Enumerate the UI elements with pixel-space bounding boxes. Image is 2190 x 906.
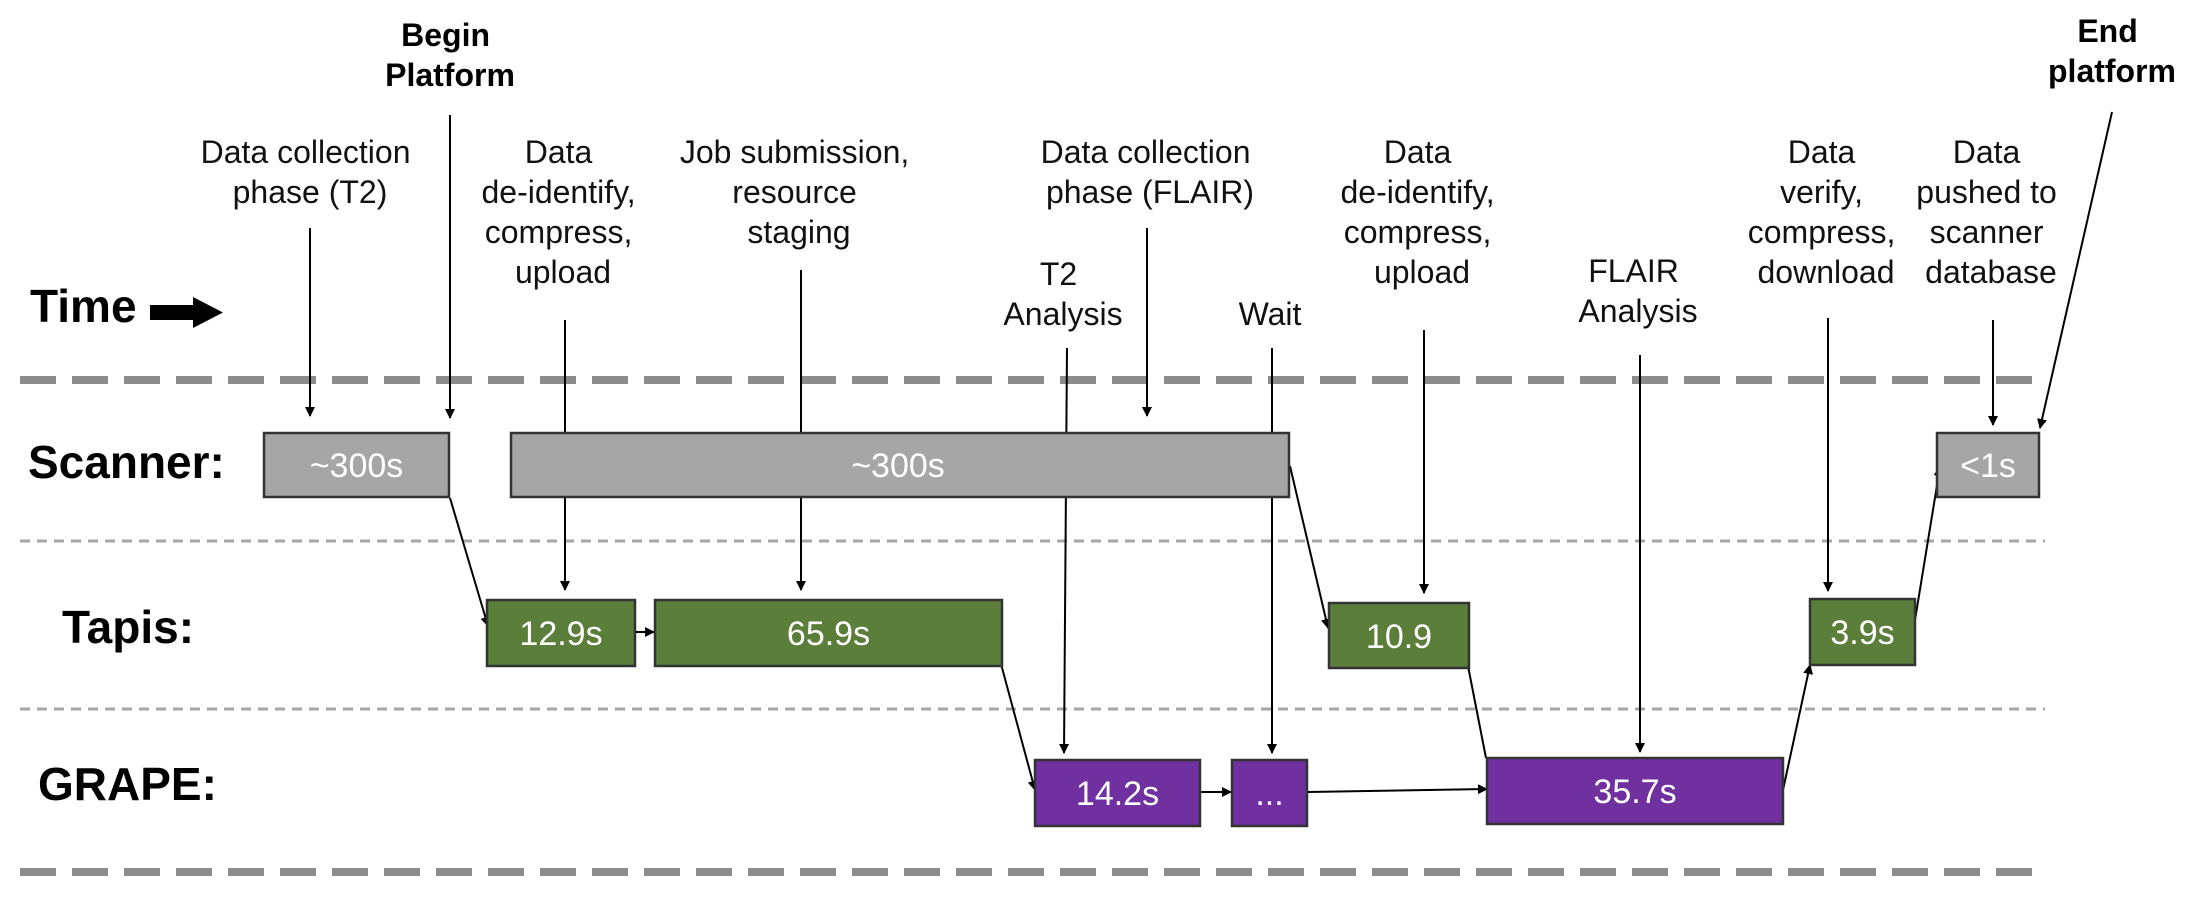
flow-job-to-grape-t2 xyxy=(1000,663,1038,791)
annotation-arrows xyxy=(305,111,2113,754)
annotation-data-collection-flair: Data collection phase (FLAIR) xyxy=(1041,134,1260,210)
annotation-deidentify-upload-1: Data de-identify, compress, upload xyxy=(481,134,644,290)
flow-wait-to-flair xyxy=(1307,784,1488,795)
grape-box-t2-analysis-label: 14.2s xyxy=(1076,775,1159,813)
row-label-grape: GRAPE: xyxy=(38,758,217,810)
tapis-box-upload-2-label: 10.9 xyxy=(1366,618,1432,656)
grape-box-wait: ... xyxy=(1230,758,1309,828)
annotation-deidentify-upload-2: Data de-identify, compress, upload xyxy=(1340,134,1503,290)
annotation-flair-analysis: FLAIR Analysis xyxy=(1578,253,1697,329)
annotation-verify-download: Data verify, compress, download xyxy=(1748,134,1904,290)
flow-grape-flair-to-tapis-download xyxy=(1782,664,1813,791)
scanner-box-flair: ~300s xyxy=(509,431,1291,499)
begin-platform-label: Begin Platform xyxy=(385,17,515,93)
tapis-box-upload-2: 10.9 xyxy=(1327,601,1471,670)
scanner-box-t2-label: ~300s xyxy=(310,447,404,485)
annotation-t2-analysis: T2 Analysis xyxy=(1003,256,1122,332)
grape-box-flair-analysis: 35.7s xyxy=(1485,756,1785,826)
scanner-box-t2: ~300s xyxy=(262,431,451,499)
scanner-box-flair-label: ~300s xyxy=(851,447,945,485)
annotation-wait: Wait xyxy=(1239,296,1302,332)
tapis-box-download-label: 3.9s xyxy=(1830,614,1894,652)
tapis-box-upload-1: 12.9s xyxy=(485,598,637,668)
scanner-box-push: <1s xyxy=(1935,431,2041,499)
scanner-box-push-label: <1s xyxy=(1960,447,2016,485)
flow-tapis-upload-to-grape-flair xyxy=(1467,665,1487,759)
tapis-box-download: 3.9s xyxy=(1808,597,1917,667)
grape-box-wait-label: ... xyxy=(1255,775,1283,813)
row-label-tapis: Tapis: xyxy=(62,601,194,653)
row-label-scanner: Scanner: xyxy=(28,436,225,488)
arrow-end-platform xyxy=(2037,111,2113,429)
tapis-box-job-submission-label: 65.9s xyxy=(787,615,870,653)
arrow-t2-analysis xyxy=(1059,347,1070,754)
grape-box-t2-analysis: 14.2s xyxy=(1033,758,1202,828)
end-platform-label: End platform xyxy=(2048,13,2176,89)
grape-box-flair-analysis-label: 35.7s xyxy=(1593,773,1676,811)
tapis-box-upload-1-label: 12.9s xyxy=(519,615,602,653)
tapis-box-job-submission: 65.9s xyxy=(653,598,1004,668)
time-arrow-icon xyxy=(150,297,223,328)
annotation-pushed-to-database: Data pushed to scanner database xyxy=(1916,134,2065,290)
annotation-job-submission: Job submission, resource staging xyxy=(680,134,918,250)
flow-scanner-flair-to-tapis-upload xyxy=(1289,465,1331,629)
flow-scanner-t2-to-tapis-upload xyxy=(449,497,491,627)
annotation-data-collection-t2: Data collection phase (T2) xyxy=(201,134,420,210)
time-label: Time xyxy=(30,280,137,332)
